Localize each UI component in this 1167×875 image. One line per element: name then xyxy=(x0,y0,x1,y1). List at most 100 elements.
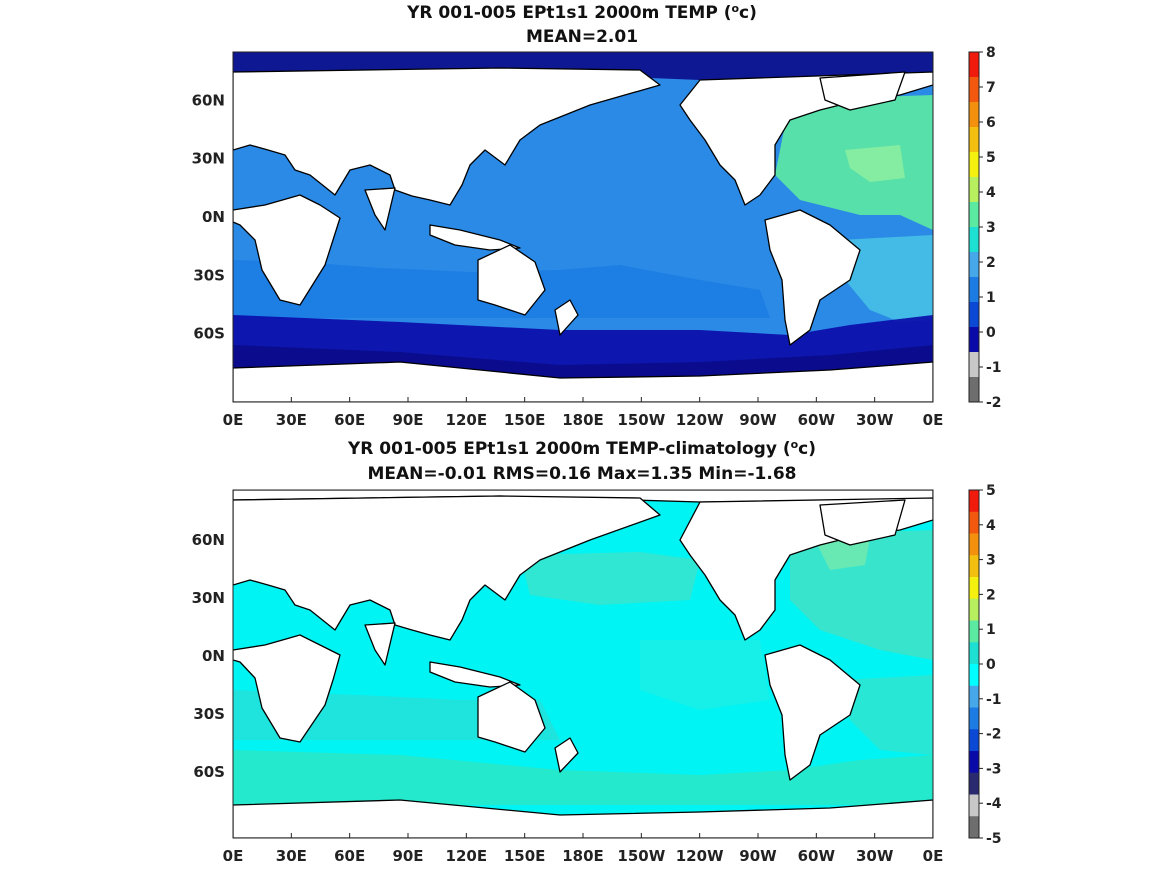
colorbar-swatch xyxy=(969,511,979,534)
panel-2-land-india xyxy=(364,622,396,666)
panel-1-title: YR 001-005 EPt1s1 2000m TEMP (oc) xyxy=(406,2,757,24)
x-tick-label: 120W xyxy=(676,411,724,429)
colorbar-tick-label: 4 xyxy=(986,518,996,534)
panel-2-land-eurasia xyxy=(233,495,661,641)
colorbar-swatch xyxy=(969,642,979,665)
x-tick-label: 180E xyxy=(562,411,604,429)
x-tick-label: 120E xyxy=(446,847,488,865)
panel-2-region-atlantic-north xyxy=(790,530,933,660)
panel-2-colorbar: 5 4 3 2 1 0 -1 -2 -3 -4 -5 xyxy=(968,483,1002,847)
y-tick-label: 0N xyxy=(202,208,225,226)
y-tick-label: 60N xyxy=(192,531,225,549)
panel-2: YR 001-005 EPt1s1 2000m TEMP-climatology… xyxy=(232,438,1002,847)
panel-2-land-africa xyxy=(233,634,341,743)
colorbar-swatch xyxy=(969,533,979,556)
x-tick-label: 150E xyxy=(504,847,546,865)
panel-1-colorbar: 8 7 6 5 4 3 2 1 0 -1 -2 xyxy=(968,45,1002,411)
panel-1-land-eurasia xyxy=(233,67,661,206)
colorbar-tick-label: 0 xyxy=(986,325,996,341)
y-tick-label: 60S xyxy=(193,325,225,343)
colorbar-tick-label: 3 xyxy=(986,220,996,236)
colorbar-tick-label: 1 xyxy=(986,622,996,638)
colorbar-tick-label: 5 xyxy=(986,150,996,166)
x-tick-label: 150E xyxy=(504,411,546,429)
colorbar-swatch xyxy=(969,252,979,278)
colorbar-swatch xyxy=(969,794,979,817)
panel-1-region-arctic xyxy=(233,52,933,82)
panel-2-region-south-atlantic xyxy=(840,675,933,755)
x-tick-label: 30E xyxy=(276,847,307,865)
colorbar-swatch xyxy=(969,577,979,600)
colorbar-swatch xyxy=(969,685,979,708)
panel-2-region-north-pacific xyxy=(520,552,700,605)
colorbar-tick-label: -1 xyxy=(986,360,1002,376)
panel-1-map xyxy=(233,52,933,402)
x-tick-label: 60E xyxy=(334,847,365,865)
panel-1-land xyxy=(233,67,933,402)
x-tick-label: 60W xyxy=(798,411,836,429)
colorbar-swatch xyxy=(969,52,979,78)
panel-1-land-south-america xyxy=(764,209,861,346)
y-tick-label: 0N xyxy=(202,647,225,665)
panel-2-land-greenland xyxy=(819,499,906,546)
panel-1-region-south-atlantic xyxy=(840,235,933,322)
panel-2-land-antarctica xyxy=(233,799,933,838)
panel-2-land-australia xyxy=(477,681,546,753)
x-tick-label: 30W xyxy=(856,847,894,865)
colorbar-tick-label: 4 xyxy=(986,185,996,201)
panel-2-region-gulf-stream xyxy=(815,538,870,570)
colorbar-tick-label: -5 xyxy=(986,831,1002,847)
y-tick-label: 30N xyxy=(192,150,225,168)
x-tick-label: 120W xyxy=(676,847,724,865)
colorbar-swatch xyxy=(969,302,979,328)
panel-2-region-east-pacific xyxy=(640,640,770,710)
colorbar-tick-label: -2 xyxy=(986,395,1002,411)
panel-1-land-newzealand xyxy=(554,299,579,336)
colorbar-tick-label: -2 xyxy=(986,727,1002,743)
colorbar-swatch xyxy=(969,772,979,795)
x-tick-label: 0E xyxy=(223,847,244,865)
colorbar-swatch xyxy=(969,327,979,353)
x-tick-label: 0E xyxy=(223,411,244,429)
panel-1-land-antarctica xyxy=(233,361,933,402)
panel-1-land-australia xyxy=(477,244,546,316)
y-tick-label: 30S xyxy=(193,266,225,284)
panel-2-land xyxy=(233,490,933,838)
colorbar-swatch xyxy=(969,202,979,228)
colorbar-tick-label: 1 xyxy=(986,290,996,306)
panel-1-subtitle: MEAN=2.01 xyxy=(526,27,638,47)
panel-2-land-newzealand xyxy=(554,737,579,773)
colorbar-swatch xyxy=(969,77,979,103)
colorbar-swatch xyxy=(969,707,979,730)
colorbar-tick-label: -4 xyxy=(986,796,1002,812)
colorbar-swatch xyxy=(969,751,979,774)
panel-1-land-india xyxy=(364,187,396,231)
colorbar-swatch xyxy=(969,377,979,403)
colorbar-tick-label: 8 xyxy=(986,45,996,61)
colorbar-tick-label: 2 xyxy=(986,587,996,603)
x-tick-label: 60E xyxy=(334,411,365,429)
colorbar-tick-label: 7 xyxy=(986,80,996,96)
panel-2-subtitle: MEAN=-0.01 RMS=0.16 Max=1.35 Min=-1.68 xyxy=(368,464,797,484)
colorbar-tick-label: 2 xyxy=(986,255,996,271)
x-tick-label: 90E xyxy=(392,847,423,865)
x-tick-label: 120E xyxy=(446,411,488,429)
colorbar-swatch xyxy=(969,664,979,687)
x-tick-label: 90W xyxy=(739,847,777,865)
x-tick-label: 30E xyxy=(276,411,307,429)
y-tick-label: 30N xyxy=(192,589,225,607)
colorbar-swatch xyxy=(969,152,979,178)
y-tick-label: 60N xyxy=(192,91,225,109)
x-tick-label: 0E xyxy=(923,847,944,865)
panel-1-land-africa xyxy=(233,194,341,306)
colorbar-swatch xyxy=(969,490,979,513)
colorbar-swatch xyxy=(969,729,979,752)
colorbar-swatch xyxy=(969,177,979,203)
colorbar-swatch xyxy=(969,227,979,253)
colorbar-swatch xyxy=(969,352,979,378)
colorbar-swatch xyxy=(969,555,979,578)
panel-2-map xyxy=(233,490,933,838)
colorbar-swatch xyxy=(969,598,979,621)
x-tick-label: 30W xyxy=(856,411,894,429)
